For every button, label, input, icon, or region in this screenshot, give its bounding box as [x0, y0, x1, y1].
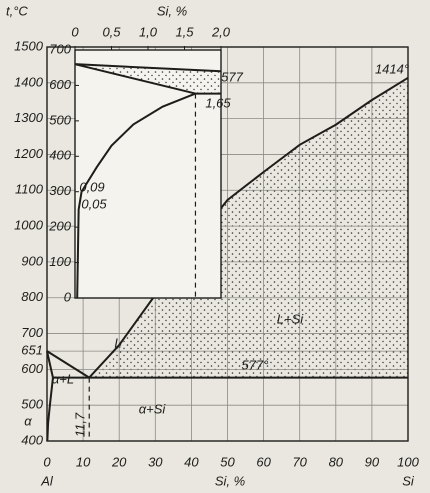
- y-tick-label: 1400: [14, 74, 44, 89]
- y-tick-label: 800: [21, 289, 43, 304]
- x-tick-label: 100: [397, 454, 419, 469]
- y-tick-label: 500: [21, 397, 43, 412]
- y-tick-label: 300: [49, 183, 71, 198]
- region-stipple: [89, 77, 408, 378]
- annotation: α+Si: [139, 401, 167, 416]
- annotation: 0,05: [81, 196, 107, 211]
- x-end-label: Si: [402, 473, 415, 488]
- x-tick-label: 40: [184, 454, 199, 469]
- region-stipple: [75, 64, 221, 94]
- annotation: 0,09: [79, 179, 104, 194]
- x-tick-label: 0,5: [102, 24, 121, 39]
- y-tick-label: 900: [21, 253, 43, 268]
- y-tick-label: 400: [49, 148, 71, 163]
- y-tick-label: 600: [21, 361, 43, 376]
- x-tick-label: 1,5: [175, 24, 194, 39]
- plot-frame: [46, 46, 409, 442]
- x-tick-label: 0: [71, 24, 79, 39]
- annotation: 1414°: [375, 61, 409, 76]
- x-axis-title: Si, %: [215, 473, 245, 488]
- phase-curve: [46, 350, 90, 379]
- x-tick-label: 70: [292, 454, 307, 469]
- annotation: 577°: [242, 357, 269, 372]
- annotation: L: [114, 335, 121, 350]
- phase-curve: [46, 350, 54, 378]
- annotation: 577: [221, 69, 243, 84]
- y-tick-label: 500: [49, 112, 71, 127]
- annotation: α+L: [52, 371, 74, 386]
- phase-curve: [88, 76, 409, 379]
- x-tick-label: 50: [220, 454, 235, 469]
- y-tick-label: 700: [49, 41, 71, 56]
- y-tick-label: 0: [64, 289, 72, 304]
- x-end-label: Al: [40, 473, 54, 488]
- phase-curve: [46, 377, 54, 442]
- y-tick-label: 1500: [14, 38, 44, 53]
- y-tick-label: 600: [49, 77, 71, 92]
- annotation: 1,65: [205, 95, 231, 110]
- x-tick-label: 20: [111, 454, 127, 469]
- x-tick-label: 1,0: [139, 24, 158, 39]
- y-axis-title: t,°C: [6, 3, 28, 18]
- x-tick-label: 30: [148, 454, 163, 469]
- y-tick-label: 700: [21, 325, 43, 340]
- phase-curve: [74, 63, 222, 73]
- x-tick-label: 2,0: [211, 24, 231, 39]
- y-tick-label: 100: [49, 254, 71, 269]
- phase-curve: [76, 92, 196, 299]
- x-tick-label: 60: [256, 454, 271, 469]
- y-tick-label: 1000: [14, 218, 44, 233]
- x-axis-title: Si, %: [157, 3, 187, 18]
- annotation: 11,7: [72, 412, 87, 437]
- x-tick-label: 90: [365, 454, 380, 469]
- y-tick-label: 1100: [15, 182, 44, 197]
- y-tick-label: 1200: [14, 146, 44, 161]
- x-tick-label: 10: [76, 454, 91, 469]
- annotation: L+Si: [277, 311, 304, 326]
- y-tick-label: 651: [21, 343, 43, 358]
- y-tick-label: 200: [48, 219, 71, 234]
- y-tick-label: 1300: [14, 110, 44, 125]
- x-tick-label: 0: [43, 454, 51, 469]
- x-tick-label: 80: [329, 454, 344, 469]
- annotation: α: [24, 413, 32, 428]
- phase-curve: [74, 63, 196, 95]
- y-tick-label: 400: [21, 432, 43, 447]
